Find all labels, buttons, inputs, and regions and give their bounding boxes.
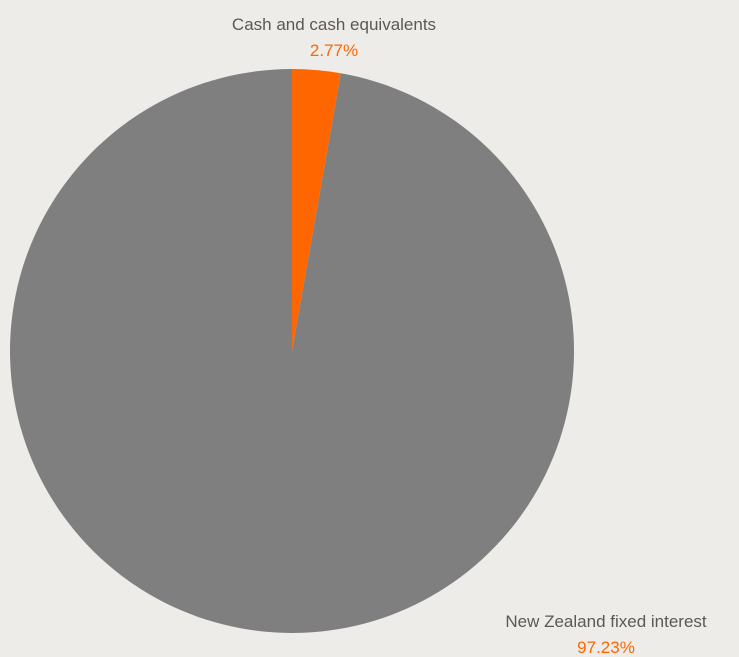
slice-label-0: Cash and cash equivalents xyxy=(232,15,436,34)
pie-slice-1 xyxy=(9,69,574,633)
slice-value-1: 97.23% xyxy=(577,638,635,657)
slice-label-1: New Zealand fixed interest xyxy=(505,612,707,631)
slice-value-0: 2.77% xyxy=(310,41,358,60)
pie-slice-0 xyxy=(292,69,341,351)
